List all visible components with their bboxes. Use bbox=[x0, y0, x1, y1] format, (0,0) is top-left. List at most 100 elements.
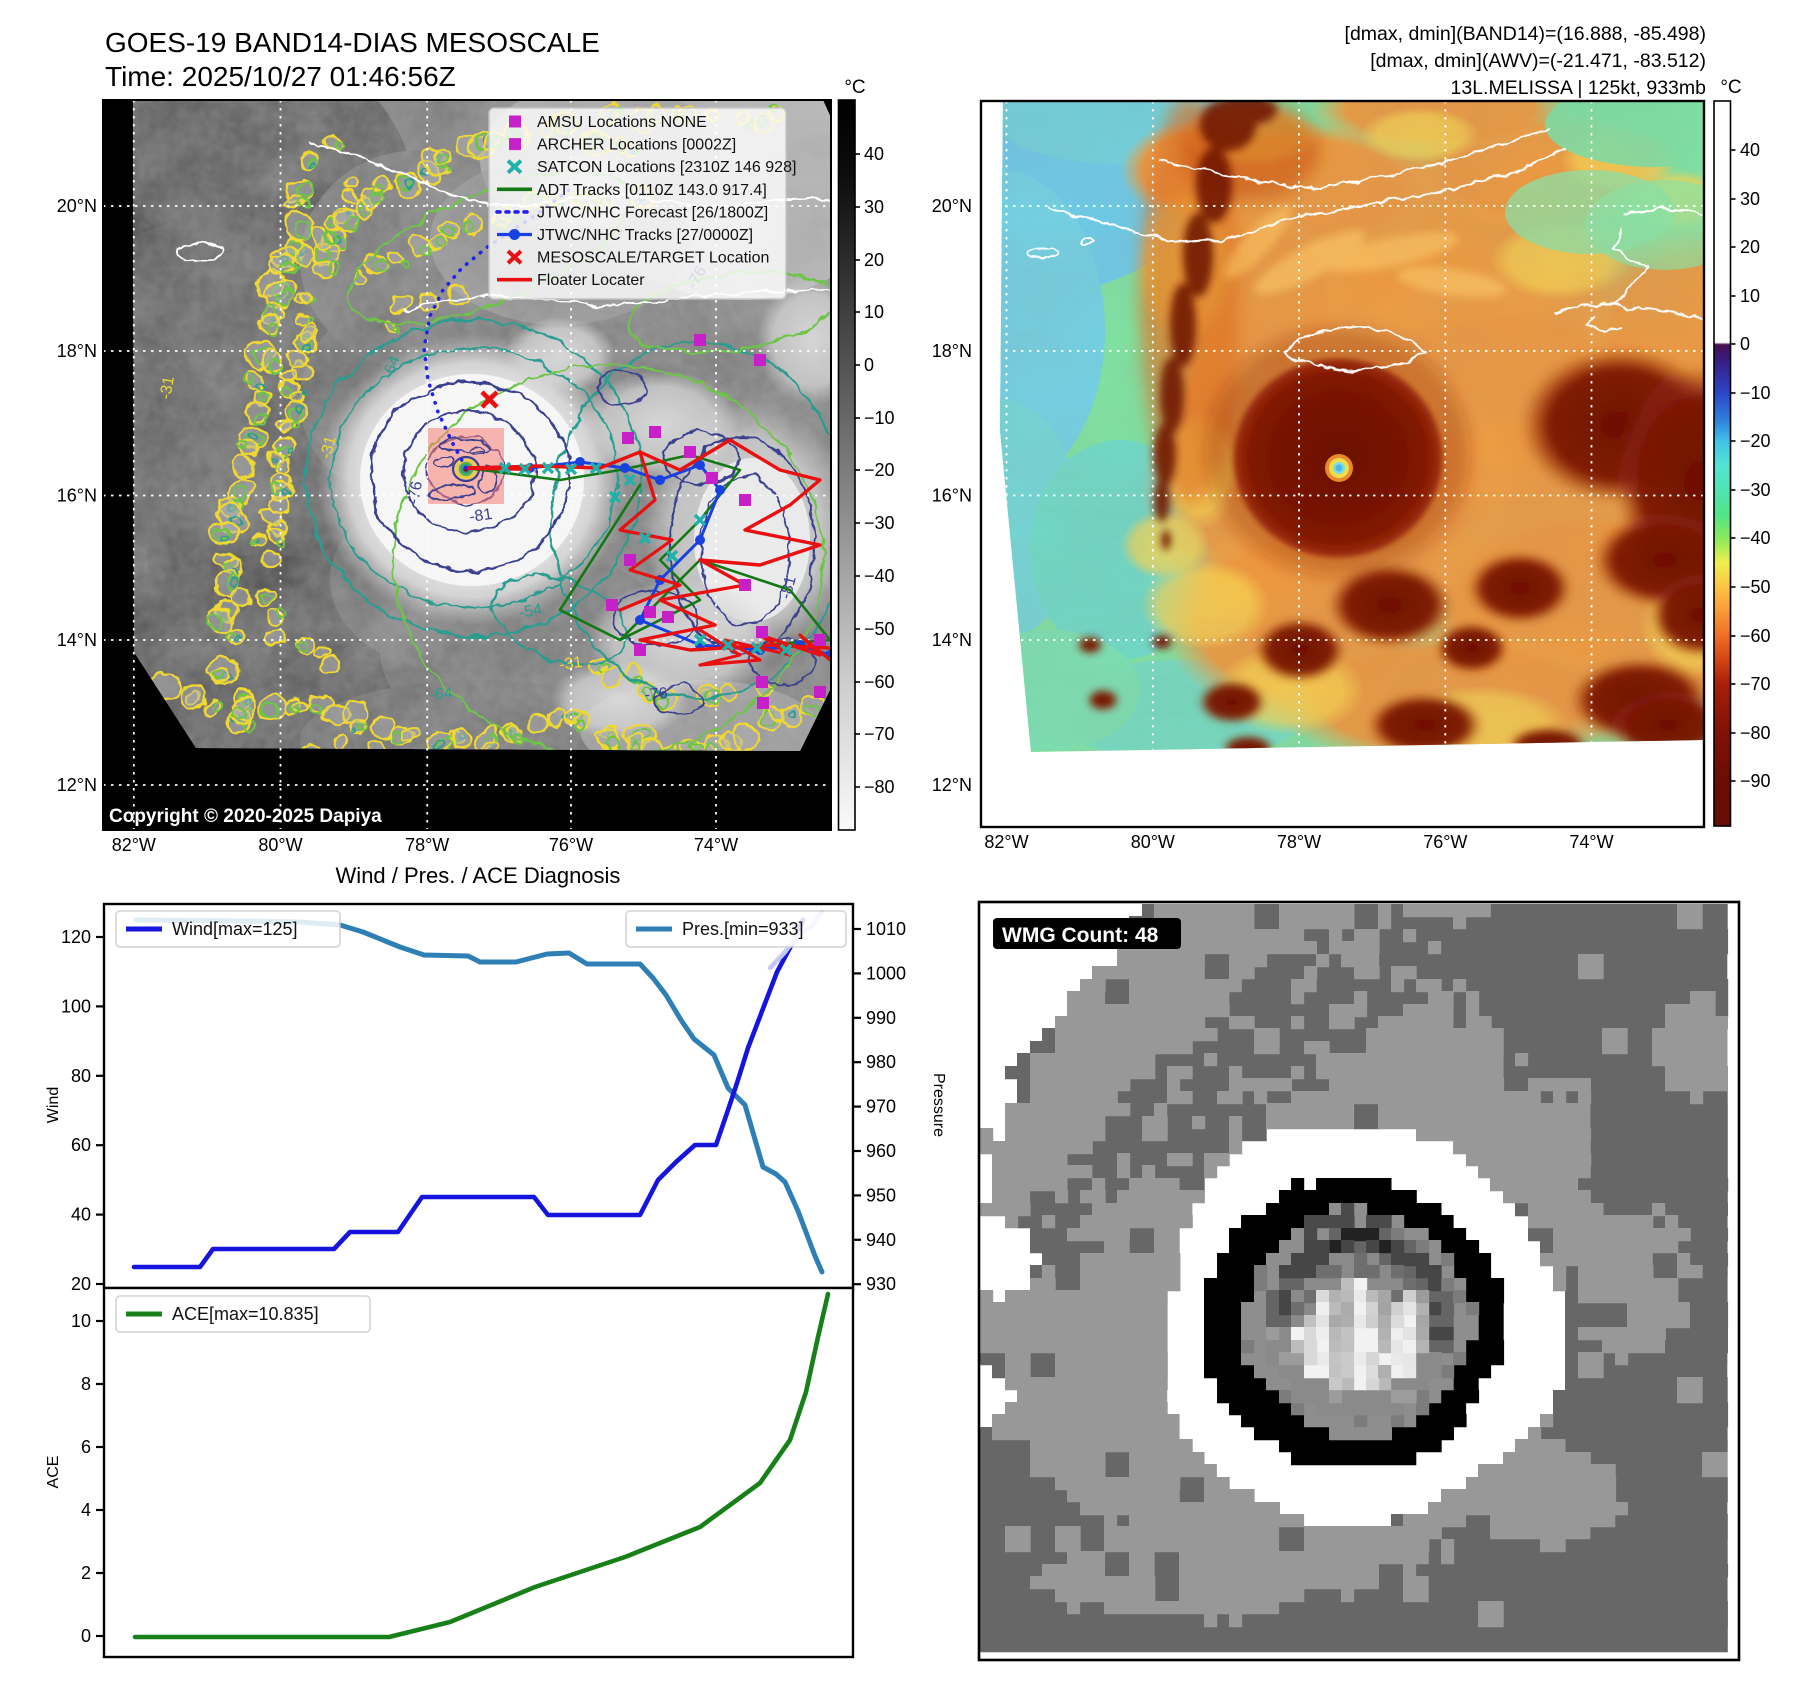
svg-text:−30: −30 bbox=[864, 513, 895, 533]
svg-text:−80: −80 bbox=[1740, 723, 1771, 743]
svg-text:-31: -31 bbox=[558, 654, 583, 674]
svg-text:WMG Count: 48: WMG Count: 48 bbox=[1002, 924, 1159, 947]
svg-text:12°N: 12°N bbox=[57, 775, 97, 795]
svg-text:-64: -64 bbox=[380, 354, 404, 382]
svg-text:−40: −40 bbox=[864, 566, 895, 586]
svg-text:980: 980 bbox=[866, 1052, 896, 1072]
svg-text:6: 6 bbox=[81, 1437, 91, 1457]
svg-text:13L.MELISSA | 125kt, 933mb: 13L.MELISSA | 125kt, 933mb bbox=[1451, 77, 1707, 99]
svg-text:°C: °C bbox=[844, 77, 865, 98]
svg-text:MESOSCALE/TARGET Location: MESOSCALE/TARGET Location bbox=[537, 250, 769, 267]
svg-text:20: 20 bbox=[1740, 237, 1760, 257]
svg-text:970: 970 bbox=[866, 1097, 896, 1117]
svg-text:[dmax, dmin](BAND14)=(16.888,: [dmax, dmin](BAND14)=(16.888, -85.498) bbox=[1345, 23, 1706, 45]
svg-text:8: 8 bbox=[81, 1374, 91, 1394]
svg-text:−20: −20 bbox=[1740, 431, 1771, 451]
svg-text:−30: −30 bbox=[1740, 480, 1771, 500]
svg-text:JTWC/NHC Forecast [26/1800Z]: JTWC/NHC Forecast [26/1800Z] bbox=[537, 204, 768, 221]
svg-text:°C: °C bbox=[1720, 77, 1741, 98]
svg-text:4: 4 bbox=[81, 1500, 91, 1520]
svg-text:40: 40 bbox=[864, 144, 884, 164]
svg-text:-31: -31 bbox=[157, 375, 178, 401]
svg-text:Wind: Wind bbox=[45, 1087, 62, 1123]
svg-text:0: 0 bbox=[81, 1626, 91, 1646]
svg-text:−70: −70 bbox=[1740, 674, 1771, 694]
svg-text:−40: −40 bbox=[1740, 528, 1771, 548]
svg-text:930: 930 bbox=[866, 1274, 896, 1294]
svg-text:60: 60 bbox=[71, 1135, 91, 1155]
svg-text:Wind / Pres. / ACE Diagnosis: Wind / Pres. / ACE Diagnosis bbox=[336, 863, 621, 888]
svg-text:30: 30 bbox=[1740, 189, 1760, 209]
svg-text:-31: -31 bbox=[317, 434, 339, 461]
svg-text:100: 100 bbox=[61, 996, 91, 1016]
svg-text:-76: -76 bbox=[644, 685, 669, 704]
svg-text:20: 20 bbox=[864, 250, 884, 270]
svg-text:2: 2 bbox=[81, 1563, 91, 1583]
svg-text:10: 10 bbox=[1740, 286, 1760, 306]
svg-text:16°N: 16°N bbox=[57, 486, 97, 506]
svg-text:-64: -64 bbox=[429, 685, 454, 704]
svg-text:80°W: 80°W bbox=[258, 835, 302, 855]
svg-text:20°N: 20°N bbox=[57, 196, 97, 216]
svg-text:10: 10 bbox=[71, 1311, 91, 1331]
svg-text:82°W: 82°W bbox=[112, 835, 156, 855]
svg-text:1010: 1010 bbox=[866, 919, 906, 939]
svg-text:−50: −50 bbox=[864, 619, 895, 639]
svg-text:76°W: 76°W bbox=[549, 835, 593, 855]
svg-text:960: 960 bbox=[866, 1141, 896, 1161]
svg-text:−50: −50 bbox=[1740, 577, 1771, 597]
svg-text:−10: −10 bbox=[864, 408, 895, 428]
svg-text:950: 950 bbox=[866, 1185, 896, 1205]
svg-text:74°W: 74°W bbox=[694, 835, 738, 855]
svg-text:78°W: 78°W bbox=[1277, 832, 1321, 852]
svg-text:Time: 2025/10/27 01:46:56Z: Time: 2025/10/27 01:46:56Z bbox=[105, 61, 456, 92]
svg-text:-54: -54 bbox=[518, 601, 544, 622]
svg-text:40: 40 bbox=[71, 1205, 91, 1225]
svg-text:18°N: 18°N bbox=[932, 341, 972, 361]
svg-text:SATCON Locations [2310Z 146 92: SATCON Locations [2310Z 146 928] bbox=[537, 159, 796, 176]
svg-text:0: 0 bbox=[1740, 334, 1750, 354]
svg-text:ADT Tracks [0110Z 143.0 917.4]: ADT Tracks [0110Z 143.0 917.4] bbox=[537, 182, 767, 199]
svg-text:Copyright © 2020-2025 Dapiya: Copyright © 2020-2025 Dapiya bbox=[109, 806, 382, 827]
svg-text:−90: −90 bbox=[1740, 771, 1771, 791]
svg-text:12°N: 12°N bbox=[932, 775, 972, 795]
svg-text:0: 0 bbox=[864, 355, 874, 375]
svg-text:76°W: 76°W bbox=[1423, 832, 1467, 852]
svg-text:-81: -81 bbox=[468, 506, 493, 526]
svg-text:ARCHER Locations [0002Z]: ARCHER Locations [0002Z] bbox=[537, 137, 736, 154]
svg-text:1000: 1000 bbox=[866, 963, 906, 983]
svg-text:−80: −80 bbox=[864, 777, 895, 797]
svg-text:Floater Locater: Floater Locater bbox=[537, 272, 645, 289]
svg-text:20°N: 20°N bbox=[932, 196, 972, 216]
svg-text:20: 20 bbox=[71, 1274, 91, 1294]
svg-text:10: 10 bbox=[864, 302, 884, 322]
svg-text:40: 40 bbox=[1740, 140, 1760, 160]
svg-text:80: 80 bbox=[71, 1066, 91, 1086]
svg-text:82°W: 82°W bbox=[984, 832, 1028, 852]
svg-text:Pres.[min=933]: Pres.[min=933] bbox=[682, 919, 804, 939]
svg-text:−10: −10 bbox=[1740, 383, 1771, 403]
svg-text:80°W: 80°W bbox=[1131, 832, 1175, 852]
svg-text:120: 120 bbox=[61, 927, 91, 947]
svg-text:16°N: 16°N bbox=[932, 486, 972, 506]
svg-text:78°W: 78°W bbox=[405, 835, 449, 855]
svg-text:JTWC/NHC Tracks [27/0000Z]: JTWC/NHC Tracks [27/0000Z] bbox=[537, 227, 753, 244]
svg-text:GOES-19 BAND14-DIAS MESOSCALE: GOES-19 BAND14-DIAS MESOSCALE bbox=[105, 27, 600, 58]
svg-text:−20: −20 bbox=[864, 460, 895, 480]
svg-text:−60: −60 bbox=[864, 672, 895, 692]
svg-text:940: 940 bbox=[866, 1230, 896, 1250]
svg-text:ACE[max=10.835]: ACE[max=10.835] bbox=[172, 1304, 319, 1324]
svg-text:18°N: 18°N bbox=[57, 341, 97, 361]
svg-text:990: 990 bbox=[866, 1008, 896, 1028]
svg-text:[dmax, dmin](AWV)=(-21.471, -8: [dmax, dmin](AWV)=(-21.471, -83.512) bbox=[1370, 50, 1706, 72]
svg-text:AMSU Locations NONE: AMSU Locations NONE bbox=[537, 114, 707, 131]
svg-text:ACE: ACE bbox=[45, 1456, 62, 1489]
svg-text:14°N: 14°N bbox=[57, 630, 97, 650]
svg-text:-76: -76 bbox=[405, 480, 426, 506]
svg-text:−60: −60 bbox=[1740, 626, 1771, 646]
svg-text:14°N: 14°N bbox=[932, 630, 972, 650]
svg-text:Wind[max=125]: Wind[max=125] bbox=[172, 919, 298, 939]
svg-text:−70: −70 bbox=[864, 724, 895, 744]
svg-text:30: 30 bbox=[864, 197, 884, 217]
svg-text:Pressure: Pressure bbox=[930, 1073, 947, 1137]
